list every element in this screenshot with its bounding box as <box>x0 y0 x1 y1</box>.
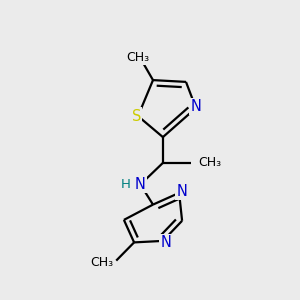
Text: N: N <box>160 235 171 250</box>
Text: N: N <box>177 184 188 199</box>
Text: N: N <box>190 99 201 114</box>
Text: CH₃: CH₃ <box>90 256 113 268</box>
Text: S: S <box>132 109 141 124</box>
Text: CH₃: CH₃ <box>198 156 221 170</box>
Text: CH₃: CH₃ <box>126 51 150 64</box>
Text: N: N <box>135 177 146 192</box>
Text: H: H <box>121 178 131 191</box>
